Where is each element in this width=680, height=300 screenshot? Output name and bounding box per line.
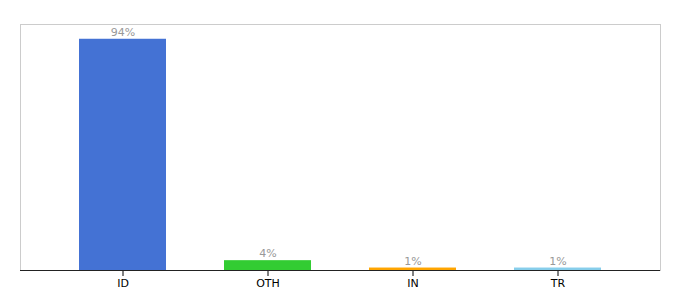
svg-text:4%: 4% [259, 247, 276, 260]
svg-text:ID: ID [117, 277, 129, 290]
svg-text:94%: 94% [111, 26, 135, 39]
svg-text:IN: IN [407, 277, 418, 290]
svg-text:TR: TR [550, 277, 566, 290]
svg-text:1%: 1% [404, 255, 421, 268]
svg-text:OTH: OTH [256, 277, 280, 290]
svg-text:1%: 1% [549, 255, 566, 268]
